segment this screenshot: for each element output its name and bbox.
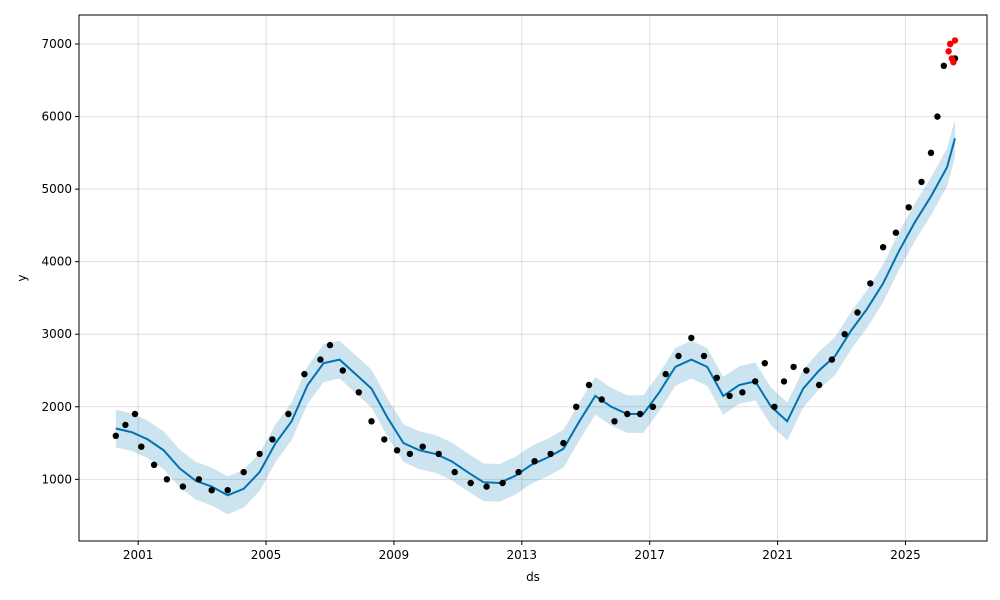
x-axis-ticks: 2001 2005 2009 2013 2017 2021 2025 (123, 541, 921, 562)
y-tick-label: 5000 (41, 182, 72, 196)
observed-point (918, 178, 925, 186)
x-tick-label: 2025 (890, 548, 921, 562)
observed-point (879, 244, 887, 251)
observed-point (815, 381, 823, 389)
observed-point (131, 410, 139, 418)
forecast-line (115, 138, 956, 497)
x-tick-label: 2017 (634, 548, 665, 562)
observed-point (163, 476, 171, 483)
observed-point (179, 483, 187, 490)
observed-point (381, 436, 388, 443)
observed-point (611, 418, 618, 425)
observed-point (317, 356, 324, 363)
observed-point (713, 374, 720, 381)
observed-point (195, 476, 203, 483)
y-axis-ticks: 1000 2000 3000 4000 5000 6000 7000 (41, 37, 79, 486)
observed-point (688, 334, 695, 342)
observed-point (531, 458, 538, 465)
observed-point (112, 432, 120, 439)
y-axis-title: y (15, 274, 29, 281)
observed-point (393, 447, 401, 454)
recent-point (947, 40, 954, 48)
y-tick-label: 6000 (41, 110, 72, 124)
x-tick-label: 2021 (762, 548, 793, 562)
observed-point (269, 436, 276, 443)
observed-point (892, 229, 900, 236)
observed-point (122, 421, 129, 429)
observed-point (138, 443, 145, 450)
x-tick-label: 2005 (251, 548, 282, 562)
observed-point (771, 403, 778, 410)
observed-point (256, 450, 263, 458)
observed-point (867, 280, 874, 287)
observed-point (483, 483, 490, 490)
observed-point (739, 389, 746, 396)
observed-point (240, 468, 247, 476)
observed-point (790, 363, 797, 371)
observed-point (636, 410, 644, 418)
grid (79, 15, 987, 541)
observed-point (560, 439, 567, 447)
observed-point (435, 450, 442, 458)
observed-point (585, 381, 593, 389)
recent-point (951, 37, 959, 44)
observed-point (301, 370, 308, 378)
observed-point (406, 450, 414, 458)
observed-point (841, 331, 848, 338)
observed-point (828, 356, 836, 363)
observed-point (803, 367, 810, 374)
observed-point (598, 396, 605, 403)
observed-point (761, 360, 768, 367)
observed-point (927, 149, 935, 156)
observed-point (854, 309, 861, 316)
observed-point (752, 378, 759, 385)
observed-point (940, 62, 947, 69)
observed-point (934, 113, 941, 120)
observed-point (726, 392, 733, 400)
x-tick-label: 2013 (507, 548, 538, 562)
y-tick-label: 2000 (41, 400, 72, 414)
observed-point (499, 479, 506, 487)
observed-point (208, 487, 215, 494)
uncertainty-band (115, 119, 956, 515)
observed-point (419, 443, 426, 450)
recent-points (945, 37, 959, 66)
observed-point (547, 450, 554, 458)
observed-point (150, 461, 158, 468)
plot-frame (78, 14, 988, 542)
observed-point (224, 487, 231, 494)
observed-point (368, 418, 375, 425)
y-tick-label: 3000 (41, 327, 72, 341)
observed-point (326, 341, 334, 349)
observed-point (662, 370, 669, 378)
observed-point (905, 204, 912, 211)
recent-point (945, 48, 952, 55)
observed-point (649, 403, 657, 410)
x-tick-label: 2001 (123, 548, 154, 562)
y-tick-label: 1000 (41, 472, 72, 486)
y-tick-label: 4000 (41, 255, 72, 269)
observed-point (355, 389, 362, 396)
observed-point (700, 352, 708, 360)
observed-point (339, 367, 346, 374)
trend-line (115, 138, 956, 497)
x-tick-label: 2009 (379, 548, 410, 562)
observed-point (467, 479, 474, 487)
observed-point (451, 468, 458, 476)
observed-point (780, 378, 788, 385)
observed-point (573, 403, 580, 410)
observed-point (515, 468, 522, 476)
y-tick-label: 7000 (41, 37, 72, 51)
observed-points (112, 40, 959, 494)
uncertainty-band-area (115, 119, 956, 515)
observed-point (285, 410, 292, 418)
observed-point (624, 410, 631, 418)
recent-point (950, 59, 957, 66)
observed-point (675, 352, 682, 360)
x-axis-title: ds (526, 570, 540, 584)
